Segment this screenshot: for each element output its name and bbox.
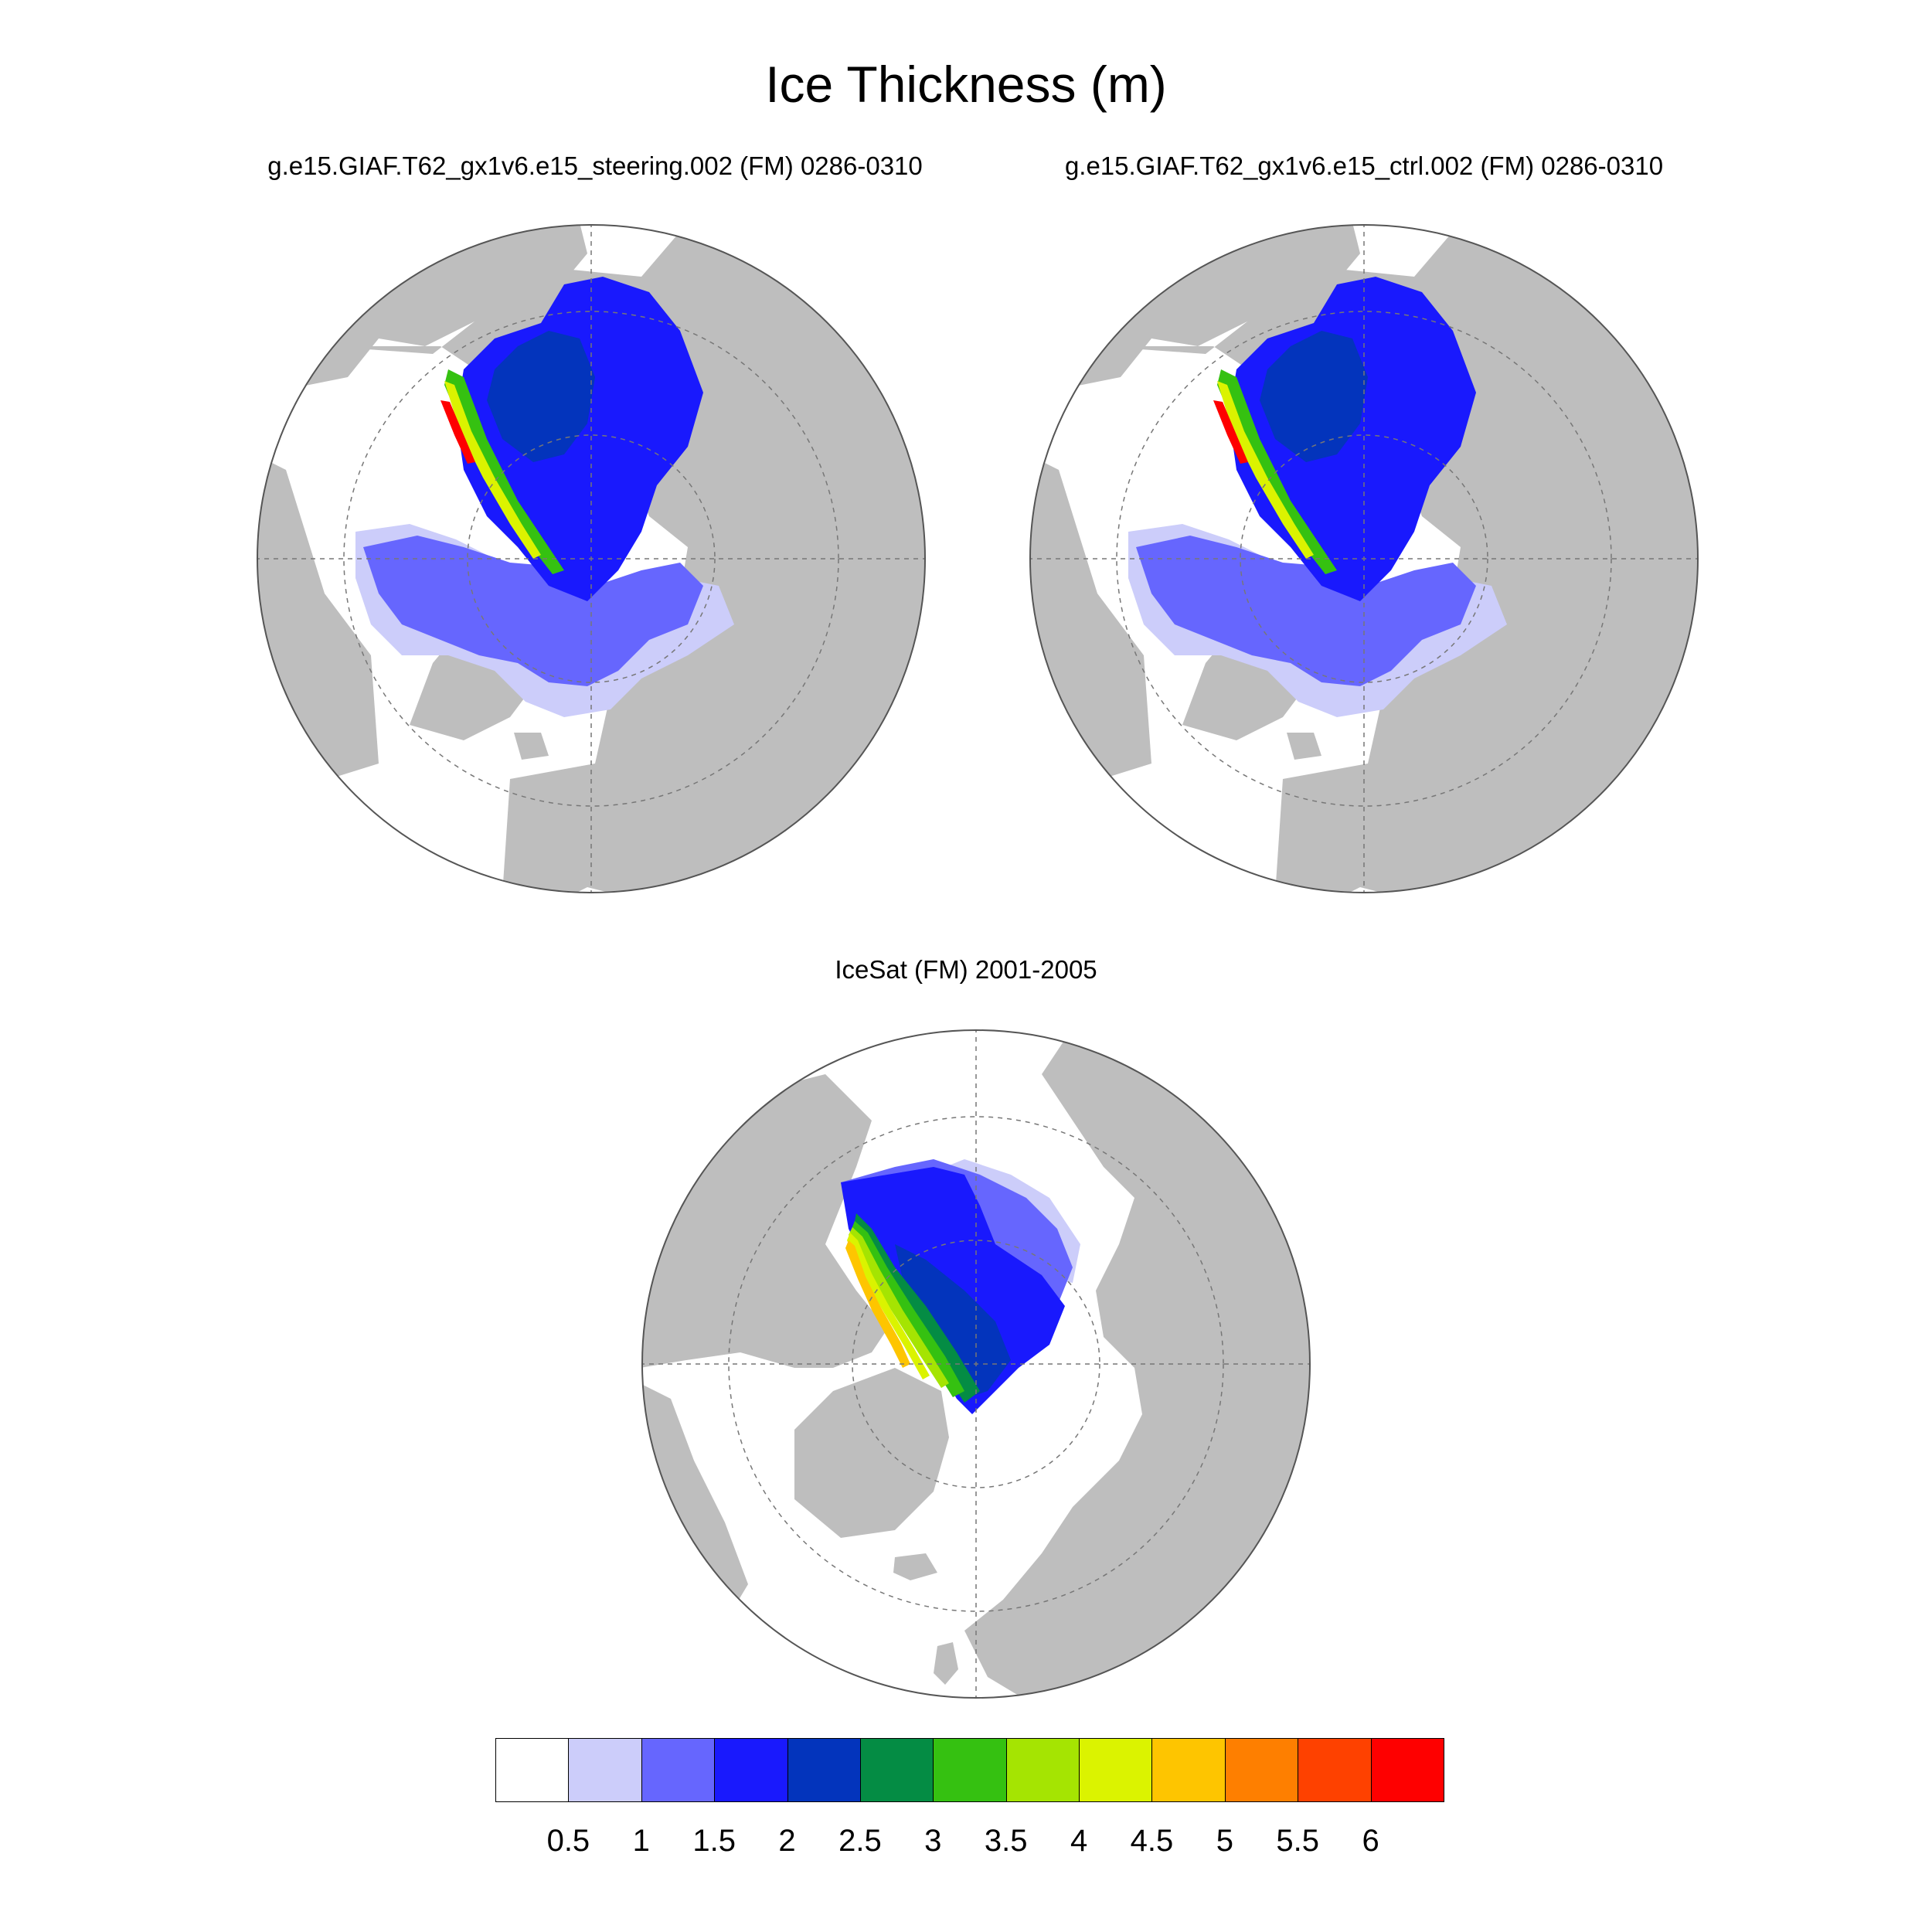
- ice-band-yellow: [847, 1233, 930, 1379]
- colorbar-swatch-3: [714, 1738, 788, 1802]
- colorbar-swatch-2: [641, 1738, 716, 1802]
- land-britain: [934, 1642, 958, 1685]
- map-border: [1029, 224, 1699, 893]
- ice-ridge-green: [444, 369, 564, 574]
- land-iceland: [893, 1553, 937, 1580]
- sea-ice-medium: [363, 536, 703, 686]
- colorbar-label: 2: [778, 1824, 796, 1858]
- graticule-parallel-middle: [1116, 311, 1612, 807]
- polar-map-ctrl: [1029, 224, 1699, 893]
- colorbar-swatch-5: [859, 1738, 934, 1802]
- land-iceland: [1287, 733, 1321, 760]
- panel-title-ctrl: g.e15.GIAF.T62_gx1v6.e15_ctrl.002 (FM) 0…: [1064, 151, 1664, 180]
- land-greenland: [794, 1368, 949, 1538]
- ice-ridge-red: [440, 400, 475, 464]
- colorbar-swatch-11: [1298, 1738, 1372, 1802]
- ice-ridge-yellow: [444, 381, 541, 559]
- land-eurasia: [325, 225, 925, 893]
- graticule-parallel-inner: [467, 434, 716, 683]
- graticule-parallel-middle: [343, 311, 839, 807]
- colorbar-label: 1: [632, 1824, 650, 1858]
- sea-ice-thickest: [1260, 331, 1368, 462]
- colorbar: [495, 1738, 1444, 1804]
- colorbar-label: 6: [1362, 1824, 1379, 1858]
- colorbar-label: 5.5: [1276, 1824, 1320, 1858]
- graticule-parallel-middle: [728, 1116, 1224, 1612]
- ice-ridge-yellow: [1217, 381, 1314, 559]
- map-content: [257, 225, 925, 893]
- ice-ridge-green: [1217, 369, 1337, 574]
- polar-map-steering: [257, 224, 926, 893]
- sea-ice-thickest: [487, 331, 595, 462]
- panel-title-steering: g.e15.GIAF.T62_gx1v6.e15_steering.002 (F…: [267, 151, 923, 180]
- ice-band-lime: [849, 1227, 949, 1388]
- figure-title: Ice Thickness (m): [765, 56, 1167, 113]
- panel-title-icesat: IceSat (FM) 2001-2005: [835, 955, 1097, 984]
- colorbar-label: 3.5: [984, 1824, 1028, 1858]
- land-eurasia: [1097, 225, 1698, 893]
- sea-ice-medium: [1136, 536, 1476, 686]
- colorbar-label: 0.5: [546, 1824, 590, 1858]
- colorbar-label: 4: [1070, 1824, 1088, 1858]
- colorbar-label: 3: [924, 1824, 942, 1858]
- colorbar-swatch-0: [495, 1738, 570, 1802]
- map-border: [257, 224, 926, 893]
- ice-ridge-red: [1213, 400, 1248, 464]
- colorbar-swatch-10: [1224, 1738, 1299, 1802]
- colorbar-swatch-4: [787, 1738, 861, 1802]
- colorbar-label: 2.5: [838, 1824, 882, 1858]
- land-eurasia: [964, 1030, 1310, 1698]
- colorbar-swatch-1: [568, 1738, 642, 1802]
- colorbar-label: 5: [1216, 1824, 1233, 1858]
- colorbar-label: 1.5: [692, 1824, 736, 1858]
- ice-band-green: [850, 1221, 964, 1397]
- colorbar-swatch-9: [1151, 1738, 1226, 1802]
- colorbar-swatch-6: [933, 1738, 1007, 1802]
- ice-band-dark-green: [852, 1213, 980, 1403]
- colorbar-label: 4.5: [1130, 1824, 1174, 1858]
- polar-map-icesat: [641, 1029, 1311, 1699]
- colorbar-swatch-12: [1370, 1738, 1444, 1802]
- land-iceland: [514, 733, 549, 760]
- map-content: [1030, 225, 1698, 893]
- map-border: [641, 1029, 1311, 1699]
- graticule-parallel-inner: [1240, 434, 1488, 683]
- graticule-parallel-inner: [852, 1240, 1100, 1488]
- sea-ice-thickest: [895, 1244, 1011, 1399]
- ice-band-orange: [845, 1240, 910, 1368]
- colorbar-swatch-8: [1079, 1738, 1153, 1802]
- colorbar-swatch-7: [1005, 1738, 1080, 1802]
